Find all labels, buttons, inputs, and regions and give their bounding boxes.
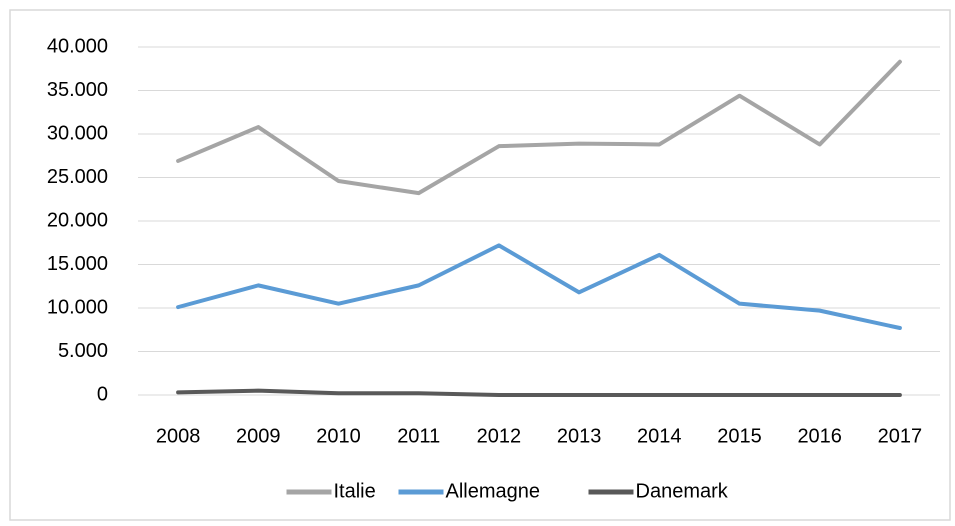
legend-label: Italie [334,480,376,502]
x-tick-label: 2014 [637,425,682,447]
x-tick-label: 2012 [477,425,522,447]
y-tick-label: 15.000 [47,253,108,275]
series-line [176,243,902,331]
x-tick-label: 2016 [797,425,842,447]
x-tick-label: 2017 [878,425,923,447]
y-tick-label: 35.000 [47,79,108,101]
legend-label: Allemagne [446,480,541,502]
x-tick-label: 2013 [557,425,602,447]
y-tick-label: 30.000 [47,122,108,144]
y-tick-label: 10.000 [47,296,108,318]
series-line [176,59,902,196]
x-tick-label: 2009 [236,425,281,447]
y-tick-label: 20.000 [47,209,108,231]
y-tick-label: 25.000 [47,166,108,188]
x-tick-label: 2010 [316,425,361,447]
y-tick-label: 40.000 [47,35,108,57]
x-tick-label: 2011 [397,425,440,447]
x-tick-label: 2015 [717,425,762,447]
series-line [176,388,902,397]
y-tick-label: 5.000 [58,340,108,362]
legend-label: Danemark [636,480,729,502]
y-tick-label: 0 [97,383,108,405]
x-tick-label: 2008 [156,425,201,447]
